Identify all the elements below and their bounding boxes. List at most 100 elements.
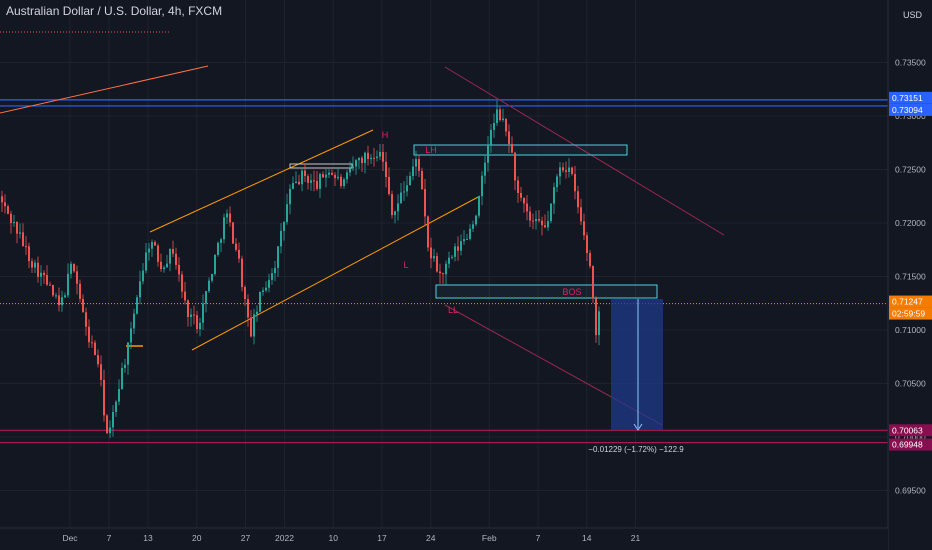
candle-body [229,213,231,223]
candle-body [76,271,78,284]
candle-body [499,109,501,121]
candle-body [223,217,225,240]
candle-body [10,213,12,223]
candle-body [145,252,147,271]
candle-body [250,317,252,337]
drawing-overlays [0,31,888,444]
candle-body [118,389,120,402]
candle-body [583,221,585,236]
candle-body [187,300,189,317]
price-label-upper-2: 0.73094 [892,105,923,115]
candle-body [154,242,156,246]
x-tick-label: 10 [329,533,339,543]
candle-body [514,152,516,181]
x-tick-label: 14 [582,533,592,543]
candle-body [151,242,153,249]
candle-body [211,273,213,281]
candle-body [331,172,333,175]
candle-body [49,284,51,286]
x-tick-label: 24 [426,533,436,543]
bos-box [435,284,658,299]
candle-body [415,159,417,167]
candle-body [556,176,558,188]
candle-body [94,342,96,356]
candle-body [175,253,177,265]
candle-body [262,290,264,292]
candle-body [274,267,276,274]
candle-body [148,248,150,253]
candle-body [199,322,201,330]
candle-body [400,192,402,204]
candle-body [448,257,450,264]
candle-body [430,247,432,259]
candle-body [196,315,198,330]
candle-body [106,415,108,434]
candle-body [451,256,453,258]
candle-body [190,314,192,317]
candle-body [487,145,489,163]
price-label-lower-1-bg [889,424,932,437]
candle-body [334,174,336,179]
candle-body [529,211,531,221]
candle-body [544,225,546,228]
channel-upper [149,129,374,233]
candle-body [295,181,297,184]
candle-body [265,287,267,291]
candle-body [562,167,564,171]
candle-body [517,180,519,193]
candle-body [580,207,582,222]
candle-body [136,297,138,314]
candle-body [82,298,84,313]
candle-body [340,176,342,186]
candle-body [532,220,534,222]
candle-body [121,367,123,390]
candle-body [139,281,141,298]
x-tick-label: Dec [62,533,78,543]
candle-body [316,181,318,189]
candle-body [568,167,570,172]
candle-body [349,168,351,173]
candle-body [502,118,504,121]
price-labels: 0.73151 0.73094 0.71247 02:59:59 0.70063 0.69… [889,91,932,451]
candle-body [58,295,60,306]
candle-body [304,170,306,177]
price-axis[interactable]: 0.69500 0.70000 0.70500 0.71000 0.71500 0.720… [895,58,926,496]
candle-body [37,262,39,277]
candle-body [547,221,549,228]
price-label-lower-2: 0.69948 [892,440,923,450]
candle-body [508,131,510,144]
candle-body [268,279,270,288]
projection-arrow-head [633,423,643,431]
time-axis-background [0,528,888,550]
price-label-countdown: 02:59:59 [892,309,925,319]
candle-body [421,170,423,190]
label-h: H [382,130,389,140]
time-axis[interactable]: Dec 7 13 20 27 2022 10 17 24 Feb 7 14 21 [62,533,640,543]
candle-body [586,235,588,254]
candle-body [571,167,573,175]
candle-body [124,364,126,368]
candle-body [598,311,600,336]
y-tick-label: 0.72000 [895,218,926,228]
candle-body [406,185,408,192]
price-axis-background [888,0,932,550]
candle-body [445,263,447,275]
desc-channel-upper [444,66,725,236]
candle-body [328,172,330,175]
label-bos: BOS [562,287,581,297]
candle-body [397,203,399,212]
candle-body [427,216,429,248]
candle-body [166,263,168,268]
candle-body [232,222,234,244]
candle-body [208,280,210,292]
candle-body [7,206,9,214]
x-tick-label: 27 [241,533,251,543]
candle-body [217,242,219,255]
candle-body [13,222,15,224]
candle-body [388,176,390,195]
candle-body [493,123,495,130]
candle-body [109,427,111,434]
y-tick-label: 0.72500 [895,165,926,175]
